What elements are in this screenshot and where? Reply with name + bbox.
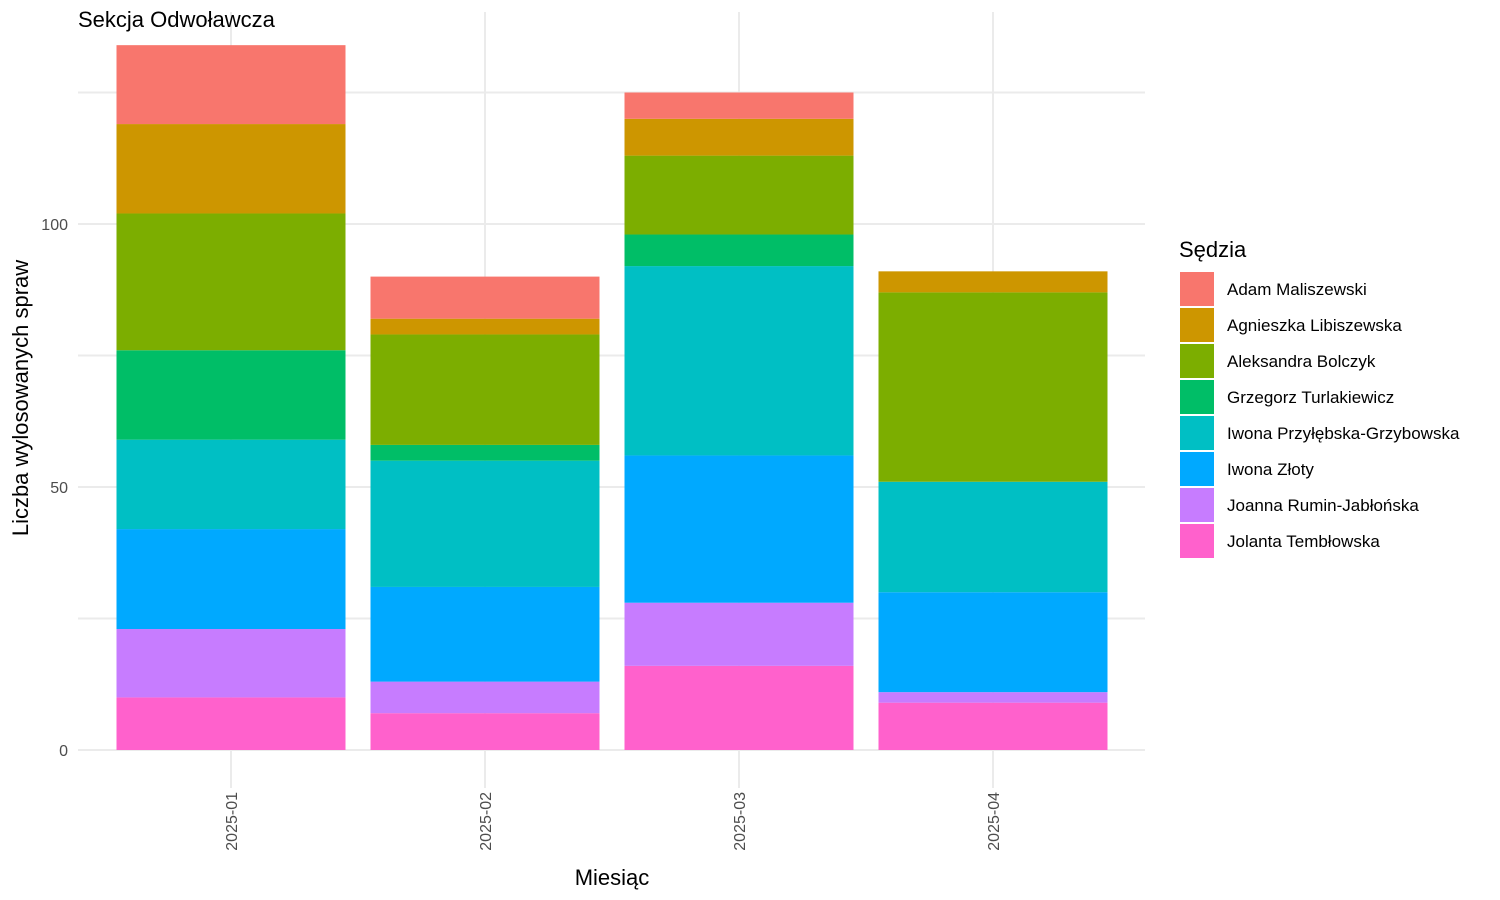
legend-swatch	[1180, 344, 1214, 378]
bars	[116, 45, 1108, 750]
bar-segment	[116, 350, 346, 440]
bar-segment	[116, 529, 346, 630]
legend-swatch	[1180, 488, 1214, 522]
bar-segment	[370, 318, 600, 335]
bar-segment	[878, 702, 1108, 750]
bar-segment	[878, 271, 1108, 293]
bar-segment	[370, 334, 600, 445]
bar-segment	[624, 92, 854, 119]
bar-segment	[116, 439, 346, 530]
bar-segment	[878, 592, 1108, 693]
legend-swatch	[1180, 380, 1214, 414]
legend-label: Jolanta Tembłowska	[1227, 532, 1380, 551]
x-tick-label: 2025-04	[986, 792, 1003, 851]
legend-swatch	[1180, 524, 1214, 558]
bar-segment	[624, 665, 854, 750]
bar-segment	[370, 681, 600, 714]
y-axis-title: Liczba wylosowanych spraw	[8, 260, 33, 536]
legend: Sędzia Adam Maliszewski Agnieszka Libisze…	[1179, 237, 1460, 558]
legend-label: Joanna Rumin-Jabłońska	[1227, 496, 1419, 515]
legend-title: Sędzia	[1179, 237, 1247, 262]
y-tick-label: 0	[59, 743, 68, 760]
x-tick-label: 2025-01	[224, 792, 241, 851]
legend-items: Adam Maliszewski Agnieszka Libiszewska Ale…	[1180, 272, 1460, 558]
bar-segment	[116, 697, 346, 750]
legend-label: Iwona Przyłębska-Grzybowska	[1227, 424, 1460, 443]
legend-swatch	[1180, 416, 1214, 450]
legend-label: Adam Maliszewski	[1227, 280, 1367, 299]
bar-segment	[370, 444, 600, 461]
bar-segment	[370, 460, 600, 587]
bar-segment	[878, 292, 1108, 482]
x-tick-label: 2025-03	[732, 792, 749, 851]
x-axis-title: Miesiąc	[575, 865, 650, 890]
bar-segment	[116, 629, 346, 698]
bar-segment	[116, 213, 346, 351]
bar-segment	[624, 455, 854, 603]
bar-segment	[370, 713, 600, 750]
x-tick-label: 2025-02	[478, 792, 495, 851]
bar-segment	[624, 602, 854, 666]
legend-label: Iwona Złoty	[1227, 460, 1314, 479]
y-tick-label: 50	[50, 480, 68, 497]
bar-segment	[878, 692, 1108, 703]
bar-segment	[624, 234, 854, 267]
legend-swatch	[1180, 452, 1214, 486]
bar-segment	[624, 155, 854, 235]
chart-title: Sekcja Odwoławcza	[78, 7, 276, 32]
legend-swatch	[1180, 272, 1214, 306]
legend-label: Agnieszka Libiszewska	[1227, 316, 1402, 335]
bar-segment	[116, 124, 346, 214]
y-tick-label: 100	[41, 217, 68, 234]
legend-label: Grzegorz Turlakiewicz	[1227, 388, 1394, 407]
legend-swatch	[1180, 308, 1214, 342]
bar-segment	[624, 266, 854, 456]
legend-label: Aleksandra Bolczyk	[1227, 352, 1376, 371]
x-axis-ticks: 2025-01 2025-02 2025-03 2025-04	[224, 792, 1003, 851]
bar-segment	[878, 481, 1108, 593]
bar-segment	[370, 586, 600, 682]
bar-segment	[370, 276, 600, 319]
bar-segment	[624, 118, 854, 156]
bar-segment	[116, 45, 346, 125]
y-axis-ticks: 0 50 100	[41, 217, 68, 760]
